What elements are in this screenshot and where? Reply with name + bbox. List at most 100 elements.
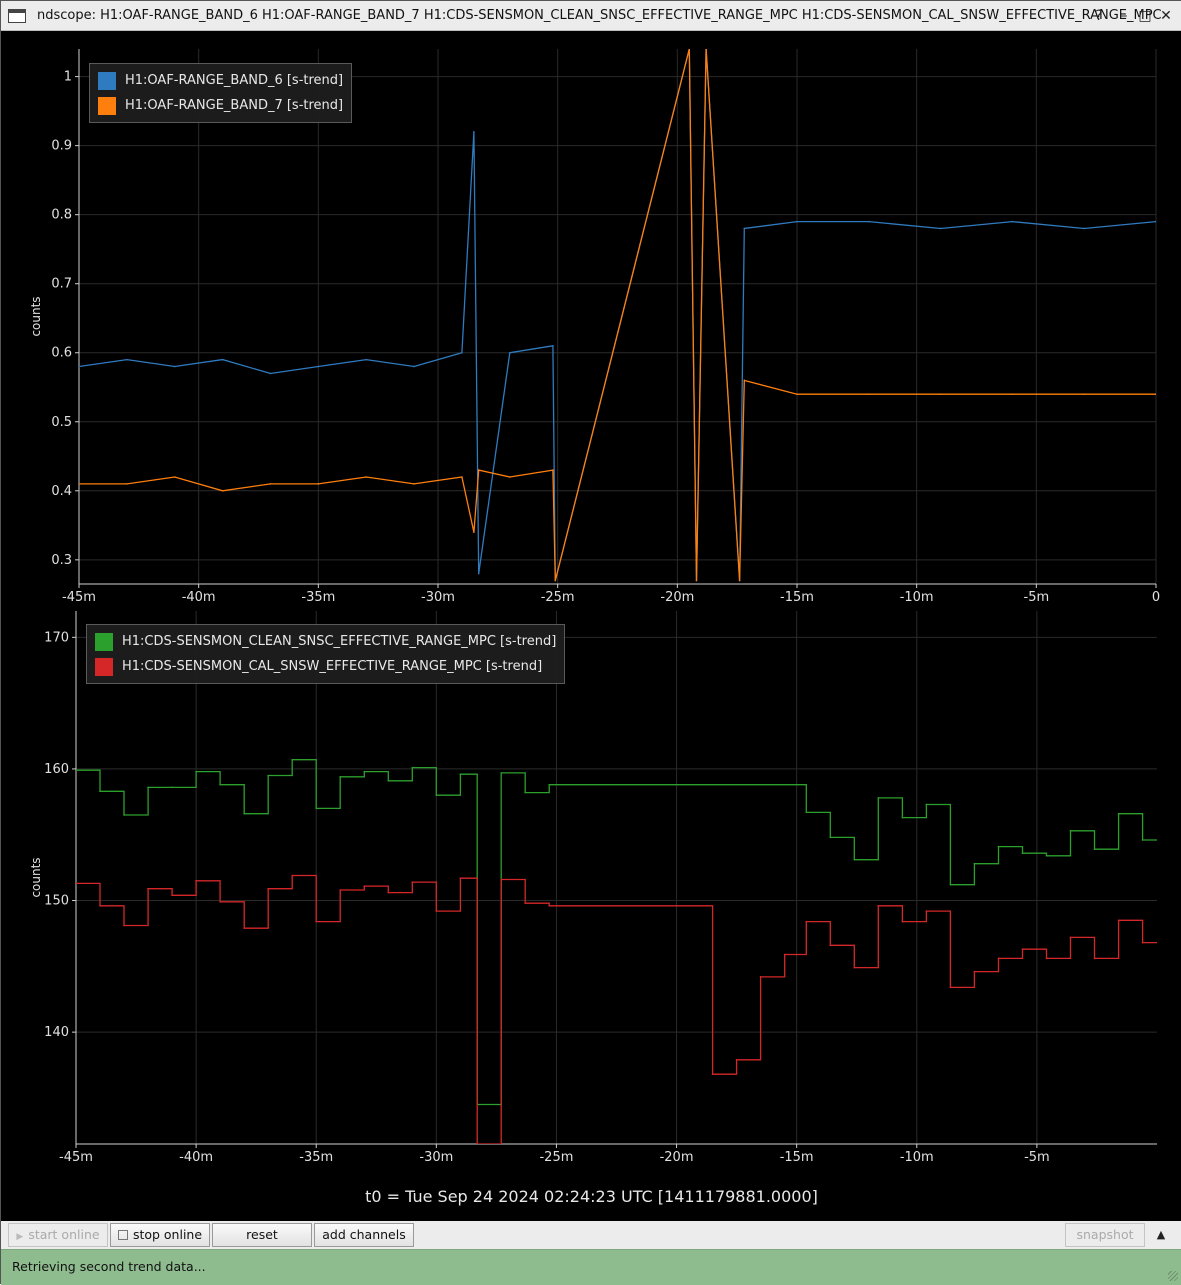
resize-grip-icon[interactable] xyxy=(1168,1271,1178,1281)
y-tick-label: 150 xyxy=(44,894,69,909)
data-point xyxy=(99,904,101,907)
series-line-2-1[interactable] xyxy=(76,759,1157,1106)
series-line-1-1[interactable] xyxy=(79,49,1156,581)
data-point xyxy=(554,579,557,582)
x-tick-label: -40m xyxy=(179,1150,213,1165)
data-point xyxy=(171,894,173,897)
data-point xyxy=(365,476,368,478)
data-point xyxy=(339,776,342,778)
data-point xyxy=(997,957,1000,960)
legend-label-band7: H1:OAF-RANGE_BAND_7 [s-trend] xyxy=(125,98,344,113)
close-button[interactable]: ✕ xyxy=(1160,8,1172,24)
stop-online-button[interactable]: stop online xyxy=(110,1223,210,1247)
data-point xyxy=(853,966,856,969)
y-tick-label: 0.5 xyxy=(51,415,72,430)
data-point xyxy=(243,927,245,929)
x-tick-label: -35m xyxy=(299,1150,333,1165)
legend-item-band6[interactable]: H1:OAF-RANGE_BAND_6 [s-trend] xyxy=(98,68,343,93)
data-point xyxy=(267,774,269,777)
start-online-label: start online xyxy=(28,1227,100,1242)
data-point xyxy=(1083,393,1085,395)
y-tick-label: 0.8 xyxy=(51,208,72,223)
data-point xyxy=(705,49,707,50)
collapse-arrow-icon[interactable]: ▲ xyxy=(1156,1228,1166,1241)
data-point xyxy=(509,476,511,478)
data-point xyxy=(219,783,221,786)
x-tick-label: -10m xyxy=(900,1150,934,1165)
data-point xyxy=(1117,919,1120,922)
data-point xyxy=(461,351,463,354)
data-point xyxy=(805,811,808,814)
data-point xyxy=(99,790,101,793)
x-tick-label: -25m xyxy=(539,1150,573,1165)
legend-swatch-band7 xyxy=(98,96,116,115)
data-point xyxy=(387,779,390,782)
data-point xyxy=(868,220,870,223)
data-point xyxy=(76,882,77,885)
data-point xyxy=(1069,936,1072,939)
legend-item-clean[interactable]: H1:CDS-SENSMON_CLEAN_SNSC_EFFECTIVE_RANG… xyxy=(95,629,556,654)
data-point xyxy=(1093,957,1096,960)
title-bar: ndscope: H1:OAF-RANGE_BAND_6 H1:OAF-RANG… xyxy=(1,1,1181,31)
plots-canvas[interactable]: -45m -40m -35m -30m -25m -20m -15m -10m -5m 0 0.3 0… xyxy=(1,31,1181,1221)
data-point xyxy=(1011,220,1014,223)
data-point xyxy=(877,797,880,799)
data-point xyxy=(949,986,952,989)
data-point xyxy=(147,887,149,890)
start-online-button[interactable]: ▶ start online xyxy=(8,1223,108,1247)
data-point xyxy=(126,483,128,485)
help-button[interactable]: ? xyxy=(1095,8,1103,24)
minimize-button[interactable]: – xyxy=(1120,8,1128,24)
data-point xyxy=(339,889,342,891)
data-point xyxy=(291,758,294,761)
data-point xyxy=(365,358,368,361)
data-point xyxy=(1045,854,1048,857)
data-point xyxy=(267,887,269,890)
data-point xyxy=(829,944,832,947)
data-point xyxy=(925,803,928,806)
data-point xyxy=(173,365,176,368)
data-point xyxy=(195,770,197,773)
data-point xyxy=(1021,948,1024,951)
data-point xyxy=(476,1143,478,1144)
data-point xyxy=(1093,848,1096,851)
x-tick-label: -20m xyxy=(660,1150,694,1165)
play-icon: ▶ xyxy=(16,1232,24,1242)
plot-1[interactable]: -45m -40m -35m -30m -25m -20m -15m -10m -5m 0 0.3 0… xyxy=(29,48,1160,605)
data-point xyxy=(1021,852,1024,854)
maximize-button[interactable]: □ xyxy=(1138,8,1152,24)
y-tick-label: 0.9 xyxy=(51,139,72,154)
x-tick-label: 0 xyxy=(1152,590,1160,605)
data-point xyxy=(477,469,480,471)
data-point xyxy=(221,490,224,492)
data-point xyxy=(435,910,438,912)
add-channels-button[interactable]: add channels xyxy=(314,1223,414,1247)
data-point xyxy=(973,970,976,973)
data-point xyxy=(805,920,808,923)
data-point xyxy=(173,476,176,478)
data-point xyxy=(315,920,318,923)
snapshot-button[interactable]: snapshot xyxy=(1065,1223,1145,1247)
data-point xyxy=(411,881,414,883)
legend-swatch-band6 xyxy=(98,71,116,90)
data-point xyxy=(1155,220,1156,223)
x-tick-label: -30m xyxy=(419,1150,453,1165)
x-tick-label: -45m xyxy=(62,590,96,605)
plot-2[interactable]: -45m -40m -35m -30m -25m -20m -15m -10m -5m 140 15… xyxy=(29,611,1157,1165)
series-line-1-2[interactable] xyxy=(79,49,1156,581)
series-line-2-2[interactable] xyxy=(76,874,1157,1145)
data-point xyxy=(269,372,272,375)
window-title: ndscope: H1:OAF-RANGE_BAND_6 H1:OAF-RANG… xyxy=(37,8,1162,23)
data-point xyxy=(411,766,414,769)
reset-button[interactable]: reset xyxy=(212,1223,312,1247)
legend-item-cal[interactable]: H1:CDS-SENSMON_CAL_SNSW_EFFECTIVE_RANGE_… xyxy=(95,654,556,679)
data-point xyxy=(269,483,272,485)
y-tick-label: 140 xyxy=(44,1025,69,1040)
legend-swatch-cal xyxy=(95,657,113,676)
legend-label-cal: H1:CDS-SENSMON_CAL_SNSW_EFFECTIVE_RANGE_… xyxy=(122,659,543,674)
legend-item-band7[interactable]: H1:OAF-RANGE_BAND_7 [s-trend] xyxy=(98,93,343,118)
data-point xyxy=(796,393,798,395)
data-point xyxy=(548,904,551,907)
data-point xyxy=(949,883,952,886)
